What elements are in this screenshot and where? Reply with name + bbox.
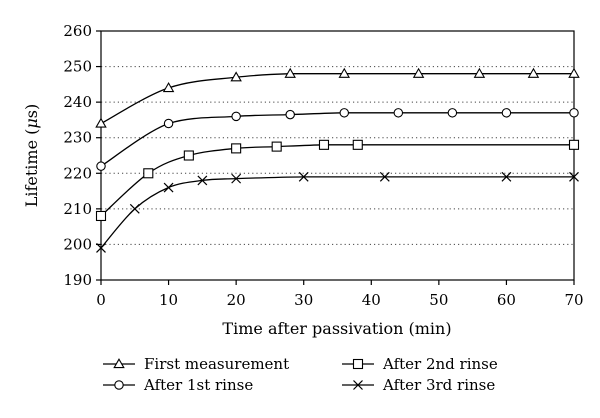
legend-label-2: After 2nd rinse [382,355,498,373]
data-point-s3-7 [501,171,512,182]
x-tick-label-40: 40 [362,291,381,309]
legend-marker-2 [352,358,364,370]
legend-item-0: First measurement [103,355,289,373]
series-lines [100,73,575,249]
data-point-s2-3 [231,143,242,154]
x-tick-label-30: 30 [294,291,313,309]
x-tick-label-60: 60 [497,291,516,309]
data-point-s1-7 [501,108,512,118]
data-point-s3-3 [197,175,208,186]
data-point-s2-5 [318,139,330,150]
grid-lines [101,66,574,245]
data-point-s3-1 [129,203,140,214]
data-point-s1-2 [231,111,241,122]
data-point-s2-7 [568,139,580,150]
legend-marker-0 [113,358,125,369]
y-tick-label-210: 210 [63,200,92,218]
plot-area-frame [100,30,575,281]
series-line-3 [100,176,574,249]
legend-marker-3 [353,380,363,390]
x-axis-title: Time after passivation (min) [222,319,451,338]
data-point-s3-4 [231,173,242,184]
y-tick-label-250: 250 [63,58,92,76]
legend-item-1: After 1st rinse [103,376,253,394]
data-point-s2-6 [352,139,363,150]
x-axis-ticks: 0 10 20 30 40 50 60 70 [96,280,584,309]
series-markers [95,67,580,253]
data-point-s1-6 [447,108,458,118]
data-point-s1-4 [339,108,350,118]
data-point-s3-2 [163,182,174,193]
data-point-s1-8 [569,108,579,118]
y-tick-label-200: 200 [63,235,92,253]
data-point-s2-2 [183,150,194,161]
data-point-s1-0 [96,161,106,171]
legend-item-2: After 2nd rinse [342,355,498,373]
data-point-s0-5 [412,67,425,78]
data-point-s3-0 [96,243,106,253]
y-tick-label-190: 190 [63,271,92,289]
data-point-s2-1 [143,168,154,179]
data-point-s0-2 [230,71,242,82]
data-point-s2-0 [95,210,107,222]
y-tick-label-230: 230 [63,129,92,147]
data-point-s1-5 [393,108,404,118]
data-point-s0-4 [338,67,351,78]
x-tick-label-50: 50 [429,291,448,309]
data-point-s1-1 [163,118,174,129]
data-point-s0-1 [162,82,175,93]
data-point-s3-6 [379,171,390,182]
y-axis-title-suffix: s) [22,104,41,118]
data-point-s0-0 [95,117,107,128]
y-axis-title-prefix: Lifetime ( [22,129,41,208]
data-point-s3-8 [569,171,579,182]
y-axis-ticks: 190 200 210 220 230 240 250 260 [63,22,101,289]
legend-marker-1 [114,380,124,390]
x-tick-label-10: 10 [159,291,178,309]
legend-item-3: After 3rd rinse [342,376,495,394]
data-point-s0-3 [284,67,296,78]
x-tick-label-0: 0 [96,291,106,309]
data-point-s0-8 [568,67,580,78]
y-axis-title-mu: μ [22,118,41,128]
y-tick-label-240: 240 [63,93,92,111]
y-axis-title: Lifetime (μs) [22,104,41,208]
data-point-s2-4 [271,141,282,152]
x-tick-label-70: 70 [564,291,583,309]
legend: First measurement After 1st rinse After 2n… [103,355,498,394]
y-tick-label-220: 220 [63,164,92,182]
legend-label-3: After 3rd rinse [382,376,495,394]
y-tick-label-260: 260 [63,22,92,40]
data-point-s1-3 [285,109,295,120]
legend-label-0: First measurement [144,355,289,373]
data-point-s0-7 [527,67,540,78]
data-point-s0-6 [473,67,486,78]
data-point-s3-5 [298,171,309,182]
legend-label-1: After 1st rinse [143,376,253,394]
x-tick-label-20: 20 [227,291,246,309]
